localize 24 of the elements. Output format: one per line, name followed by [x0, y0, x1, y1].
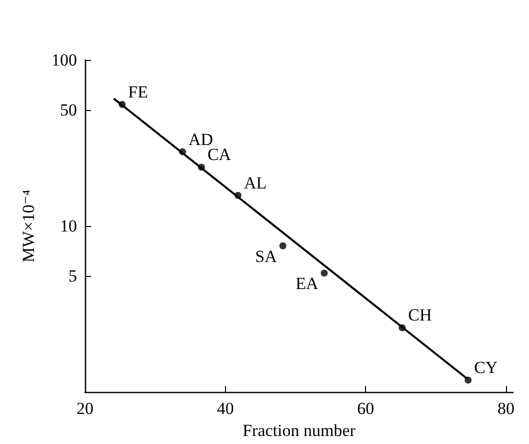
y-axis-title: MW×10⁻⁴	[19, 190, 38, 262]
x-tick-label: 40	[216, 399, 234, 418]
x-tick-label: 20	[76, 399, 94, 418]
point	[279, 242, 286, 250]
point	[198, 164, 205, 171]
x-tick-label: 60	[357, 399, 374, 418]
annotation: AL	[244, 173, 267, 192]
point	[179, 148, 186, 156]
y-tick-label: 50	[60, 100, 77, 120]
point	[464, 376, 472, 384]
y-tick-label: 10	[60, 216, 77, 236]
point	[234, 192, 242, 199]
point	[118, 100, 126, 108]
y-tick-label: 100	[52, 50, 77, 70]
annotation: FE	[128, 82, 148, 102]
annotation: SA	[255, 246, 278, 266]
annotation: CH	[408, 306, 432, 325]
point	[320, 270, 328, 277]
annotation: CY	[474, 358, 498, 378]
annotation: EA	[296, 274, 319, 294]
point	[398, 324, 406, 332]
x-axis-title: Fraction number	[242, 420, 356, 440]
y-tick-label: 5	[68, 266, 77, 286]
x-tick-label: 80	[497, 399, 514, 418]
